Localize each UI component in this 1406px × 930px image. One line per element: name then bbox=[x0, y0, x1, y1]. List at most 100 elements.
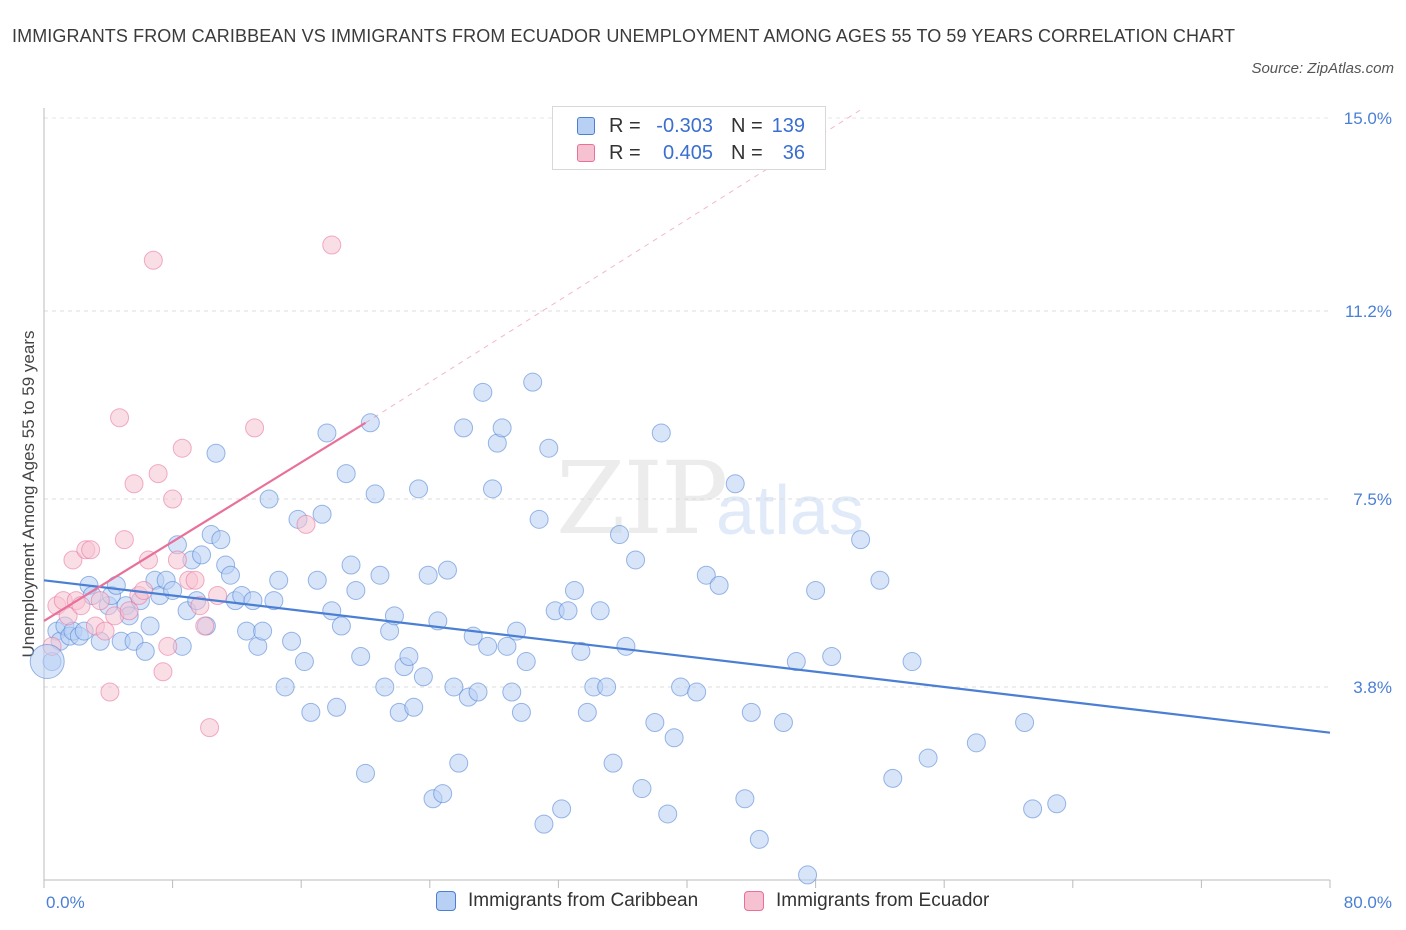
caribbean-point bbox=[317, 423, 337, 443]
ecuador-point bbox=[172, 438, 192, 458]
caribbean-point bbox=[211, 530, 231, 550]
caribbean-point bbox=[473, 382, 493, 402]
ecuador-point bbox=[110, 408, 130, 428]
ecuador-point bbox=[119, 601, 139, 621]
caribbean-point bbox=[259, 489, 279, 509]
ecuador-point bbox=[195, 616, 215, 636]
caribbean-point bbox=[523, 372, 543, 392]
caribbean-point bbox=[918, 748, 938, 768]
caribbean-point bbox=[220, 565, 240, 585]
caribbean-point bbox=[597, 677, 617, 697]
caribbean-point bbox=[454, 418, 474, 438]
legend-label-caribbean: Immigrants from Caribbean bbox=[468, 890, 699, 911]
caribbean-point bbox=[558, 601, 578, 621]
caribbean-point bbox=[1015, 713, 1035, 733]
chart-title: IMMIGRANTS FROM CARIBBEAN VS IMMIGRANTS … bbox=[12, 26, 1236, 46]
ecuador-point bbox=[81, 540, 101, 560]
caribbean-legend-swatch bbox=[436, 891, 456, 911]
caribbean-point bbox=[468, 682, 488, 702]
ecuador-point bbox=[296, 514, 316, 534]
ecuador-point bbox=[148, 464, 168, 484]
caribbean-point bbox=[275, 677, 295, 697]
legend-n-value: 36 bbox=[782, 141, 805, 164]
caribbean-point bbox=[497, 636, 517, 656]
caribbean-point bbox=[327, 697, 347, 717]
ecuador-trend-line bbox=[43, 421, 367, 622]
caribbean-point bbox=[516, 652, 536, 672]
caribbean-point bbox=[492, 418, 512, 438]
ecuador-point bbox=[158, 636, 178, 656]
caribbean-point bbox=[502, 682, 522, 702]
legend-row-ecuador: R = 0.405 N = 36 bbox=[577, 140, 805, 166]
caribbean-point bbox=[269, 570, 289, 590]
ecuador-point bbox=[138, 550, 158, 570]
x-tick-label: 0.0% bbox=[46, 893, 85, 912]
ecuador-point bbox=[143, 250, 163, 270]
ecuador-point bbox=[245, 418, 265, 438]
legend-r-label: R = bbox=[609, 114, 641, 137]
caribbean-point bbox=[735, 789, 755, 809]
caribbean-point bbox=[822, 646, 842, 666]
caribbean-point bbox=[773, 713, 793, 733]
caribbean-point bbox=[282, 631, 302, 651]
y-tick-label: 15.0% bbox=[1344, 109, 1392, 128]
caribbean-point bbox=[687, 682, 707, 702]
caribbean-point bbox=[237, 621, 257, 641]
ecuador-point bbox=[185, 570, 205, 590]
legend-n-label: N = bbox=[731, 141, 763, 164]
ecuador-point bbox=[114, 530, 134, 550]
legend-row-caribbean: R = -0.303 N = 139 bbox=[577, 113, 805, 139]
caribbean-point bbox=[552, 799, 572, 819]
legend-item-caribbean[interactable]: Immigrants from Caribbean bbox=[436, 890, 698, 912]
caribbean-point bbox=[529, 509, 549, 529]
caribbean-point bbox=[645, 713, 665, 733]
caribbean-point bbox=[571, 641, 591, 661]
caribbean-point bbox=[418, 565, 438, 585]
caribbean-point bbox=[616, 636, 636, 656]
caribbean-point bbox=[135, 641, 155, 661]
caribbean-trend-line bbox=[43, 579, 1331, 734]
caribbean-point bbox=[664, 728, 684, 748]
caribbean-point bbox=[511, 702, 531, 722]
caribbean-point bbox=[725, 474, 745, 494]
caribbean-point bbox=[806, 580, 826, 600]
y-tick-label: 7.5% bbox=[1353, 490, 1392, 509]
caribbean-point bbox=[409, 479, 429, 499]
caribbean-point bbox=[437, 560, 457, 580]
caribbean-point bbox=[966, 733, 986, 753]
ecuador-point bbox=[190, 596, 210, 616]
caribbean-point bbox=[336, 464, 356, 484]
series-legend: Immigrants from Caribbean Immigrants fro… bbox=[0, 890, 1406, 914]
caribbean-point bbox=[609, 525, 629, 545]
caribbean-point bbox=[741, 702, 761, 722]
ecuador-point bbox=[100, 682, 120, 702]
legend-n-label: N = bbox=[731, 114, 763, 137]
correlation-legend: R = -0.303 N = 139 R = 0.405 N = 36 bbox=[552, 106, 826, 170]
legend-r-value: -0.303 bbox=[656, 114, 713, 137]
caribbean-point bbox=[192, 545, 212, 565]
ecuador-point bbox=[95, 621, 115, 641]
ecuador-point bbox=[153, 662, 173, 682]
ecuador-point bbox=[163, 489, 183, 509]
legend-item-ecuador[interactable]: Immigrants from Ecuador bbox=[744, 890, 989, 912]
y-tick-label: 3.8% bbox=[1353, 678, 1392, 697]
caribbean-point bbox=[658, 804, 678, 824]
caribbean-point bbox=[651, 423, 671, 443]
caribbean-point bbox=[709, 575, 729, 595]
caribbean-point bbox=[360, 413, 380, 433]
y-axis-label: Unemployment Among Ages 55 to 59 years bbox=[19, 331, 38, 658]
caribbean-point bbox=[206, 443, 226, 463]
caribbean-point bbox=[851, 530, 871, 550]
caribbean-point bbox=[626, 550, 646, 570]
caribbean-point bbox=[341, 555, 361, 575]
caribbean-point bbox=[749, 829, 769, 849]
caribbean-point bbox=[351, 646, 371, 666]
caribbean-point bbox=[370, 565, 390, 585]
caribbean-point bbox=[564, 580, 584, 600]
ecuador-point bbox=[124, 474, 144, 494]
watermark-zip: ZIP bbox=[556, 440, 728, 557]
caribbean-point bbox=[482, 479, 502, 499]
caribbean-point bbox=[870, 570, 890, 590]
legend-r-label: R = bbox=[609, 141, 641, 164]
